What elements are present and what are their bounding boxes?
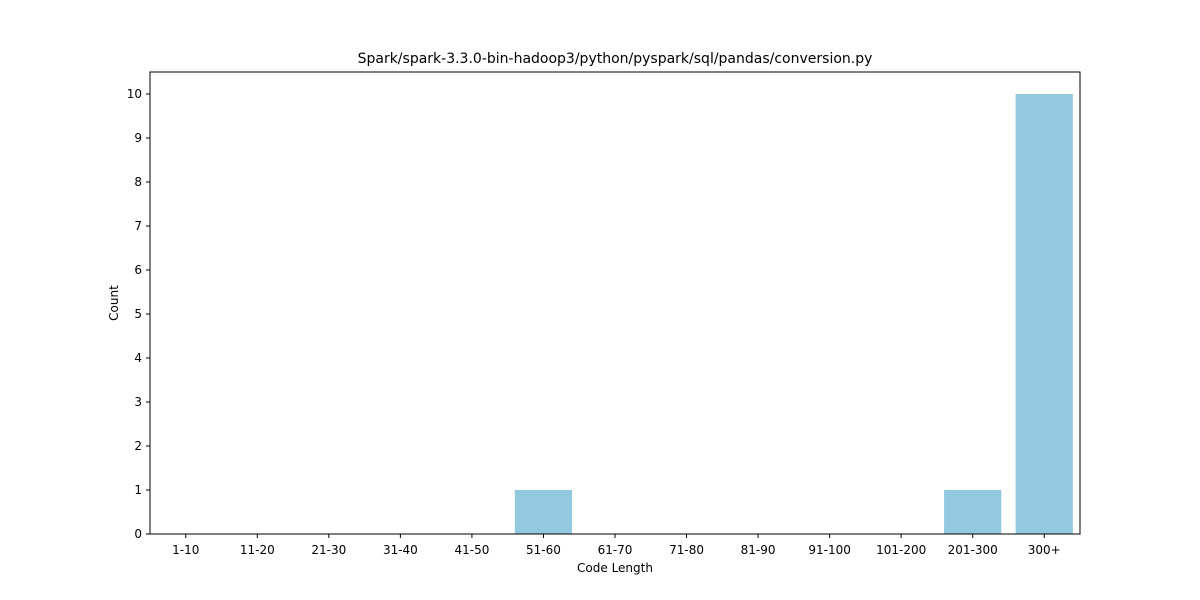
y-axis: 0 1 2 3 4 5 6 7 8 9 10 [127,87,150,541]
x-axis: 1-10 11-20 21-30 31-40 41-50 51-60 61-70 71-80 8… [172,534,1061,557]
bar-201-300 [944,490,1002,534]
x-tick-label: 81-90 [741,543,776,557]
x-tick-label: 101-200 [876,543,926,557]
x-tick-label: 31-40 [383,543,418,557]
y-tick-label: 5 [134,307,142,321]
x-tick-label: 71-80 [669,543,704,557]
y-tick-label: 1 [134,483,142,497]
x-tick-label: 91-100 [808,543,851,557]
y-axis-label: Count [107,285,121,321]
x-tick-label: 300+ [1028,543,1061,557]
bar-51-60 [514,490,573,534]
y-tick-label: 3 [134,395,142,409]
chart-title: Spark/spark-3.3.0-bin-hadoop3/python/pys… [358,51,873,67]
y-tick-label: 0 [134,527,142,541]
x-tick-label: 1-10 [172,543,199,557]
y-tick-label: 6 [134,263,142,277]
x-tick-label: 21-30 [311,543,346,557]
y-tick-label: 4 [134,351,142,365]
x-axis-label: Code Length [577,561,653,575]
x-tick-label: 51-60 [526,543,561,557]
bars-group [514,94,1073,534]
y-tick-label: 10 [127,87,142,101]
y-tick-label: 8 [134,175,142,189]
y-tick-label: 9 [134,131,142,145]
x-tick-label: 61-70 [598,543,633,557]
plot-frame [149,71,1081,535]
y-tick-label: 7 [134,219,142,233]
bar-300+ [1015,94,1073,534]
x-tick-label: 41-50 [454,543,489,557]
y-tick-label: 2 [134,439,142,453]
x-tick-label: 11-20 [240,543,275,557]
x-tick-label: 201-300 [948,543,998,557]
